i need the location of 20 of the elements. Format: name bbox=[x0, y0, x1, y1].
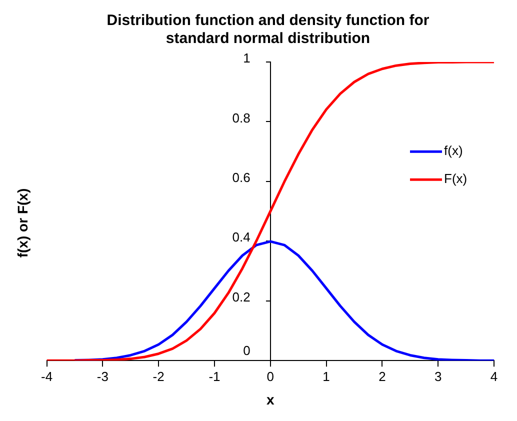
x-tick-label: 0 bbox=[266, 368, 274, 384]
y-tick-label: 0.2 bbox=[232, 289, 250, 304]
x-tick-label: -3 bbox=[96, 368, 108, 384]
legend-label: f(x) bbox=[444, 143, 463, 158]
x-axis-title: x bbox=[266, 391, 274, 408]
y-tick-label: 1 bbox=[243, 50, 250, 66]
x-tick-label: 2 bbox=[378, 368, 386, 384]
chart-title: Distribution function and density function for standard normal distribution bbox=[106, 12, 430, 48]
x-tick-label: 1 bbox=[322, 368, 330, 384]
x-tick-label: -1 bbox=[208, 368, 220, 384]
y-axis-title: f(x) or F(x) bbox=[15, 188, 31, 258]
y-tick-label: 0.4 bbox=[232, 230, 250, 245]
y-tick-label: 0.8 bbox=[232, 110, 250, 126]
x-tick-label: -4 bbox=[41, 368, 53, 384]
x-tick-label: 4 bbox=[490, 368, 498, 384]
y-tick-label: 0.6 bbox=[232, 170, 250, 186]
x-tick-label: -2 bbox=[152, 368, 164, 384]
y-tick-label: 0 bbox=[243, 343, 250, 358]
legend-label: F(x) bbox=[444, 171, 468, 186]
x-tick-label: 3 bbox=[434, 368, 442, 384]
